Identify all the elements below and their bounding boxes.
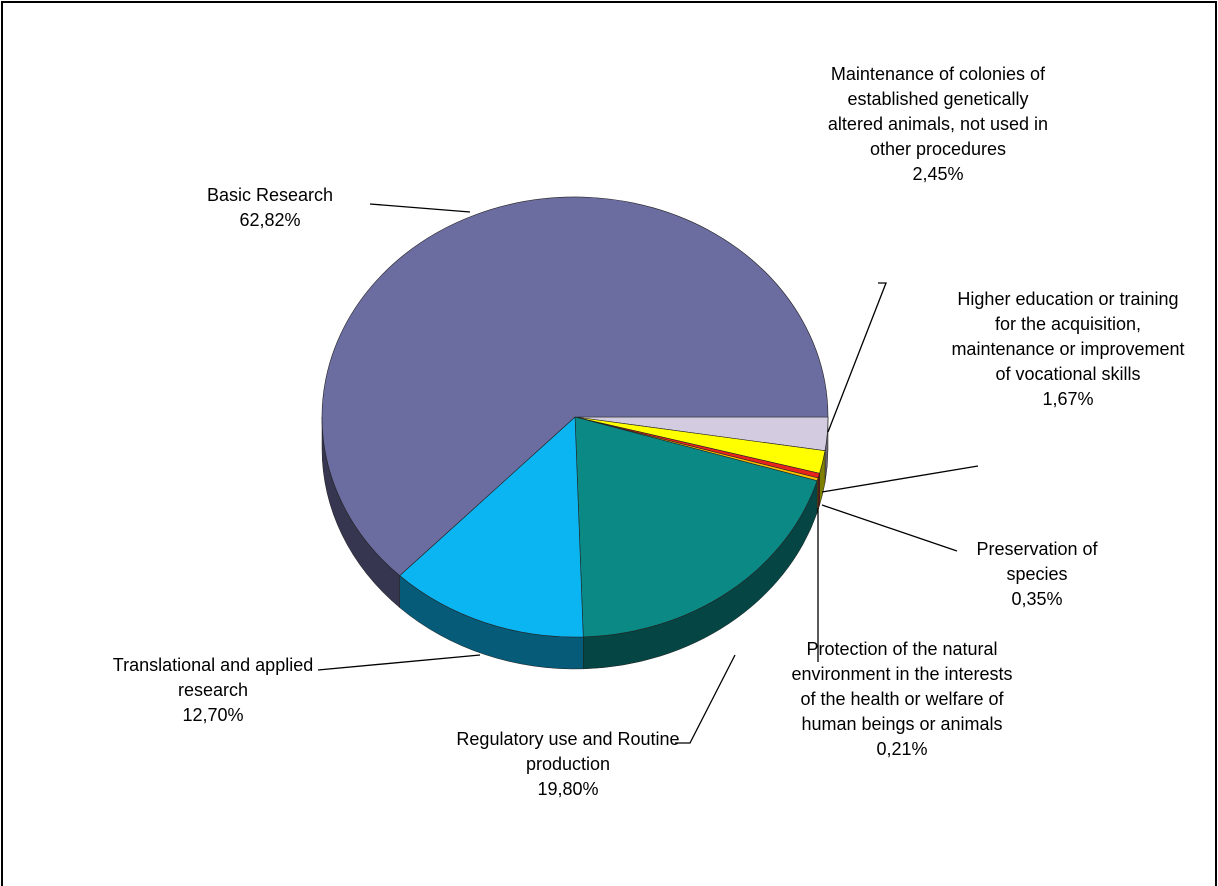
- leader-line: [827, 282, 887, 433]
- category-label: Maintenance of colonies of established g…: [827, 64, 1049, 159]
- value-label: 0,35%: [1011, 589, 1063, 609]
- slice: [321, 196, 829, 609]
- category-label: Preservation of species: [976, 539, 1098, 584]
- value-label: 0,21%: [876, 739, 928, 759]
- leader-line: [317, 654, 481, 671]
- data-label: Regulatory use and Routine production 19,…: [448, 727, 688, 802]
- data-label: Higher education or training for the acq…: [948, 287, 1188, 412]
- category-label: Higher education or training for the acq…: [951, 289, 1185, 384]
- data-label: Maintenance of colonies of established g…: [823, 62, 1053, 187]
- value-label: 2,45%: [912, 164, 964, 184]
- slice: [574, 416, 818, 670]
- value-label: 62,82%: [239, 210, 301, 230]
- data-label: Translational and applied research 12,70%: [93, 653, 333, 728]
- value-label: 1,67%: [1042, 389, 1094, 409]
- leader-line: [821, 465, 979, 493]
- slice-top: [574, 416, 818, 638]
- value-label: 19,80%: [537, 779, 599, 799]
- slice-top: [399, 416, 584, 638]
- category-label: Regulatory use and Routine production: [456, 729, 680, 774]
- category-label: Basic Research: [206, 185, 334, 205]
- category-label: Protection of the natural environment in…: [791, 639, 1013, 734]
- data-label: Preservation of species 0,35%: [957, 537, 1117, 612]
- leader-line: [369, 203, 471, 213]
- slice-top: [321, 196, 829, 577]
- value-label: 12,70%: [182, 705, 244, 725]
- data-label: Protection of the natural environment in…: [782, 637, 1022, 762]
- leader-line: [821, 504, 958, 552]
- data-label: Basic Research 62,82%: [170, 183, 370, 233]
- leader-line: [675, 654, 736, 744]
- category-label: Translational and applied research: [112, 655, 314, 700]
